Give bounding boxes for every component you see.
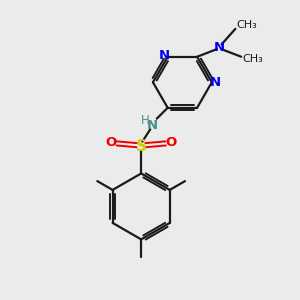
Text: N: N xyxy=(147,118,158,132)
Text: S: S xyxy=(136,139,147,154)
Text: O: O xyxy=(105,136,116,149)
Text: CH₃: CH₃ xyxy=(237,20,258,30)
Text: N: N xyxy=(210,76,221,89)
Text: N: N xyxy=(214,41,225,54)
Text: O: O xyxy=(166,136,177,149)
Text: N: N xyxy=(159,49,170,62)
Text: H: H xyxy=(141,114,149,127)
Text: CH₃: CH₃ xyxy=(243,54,263,64)
